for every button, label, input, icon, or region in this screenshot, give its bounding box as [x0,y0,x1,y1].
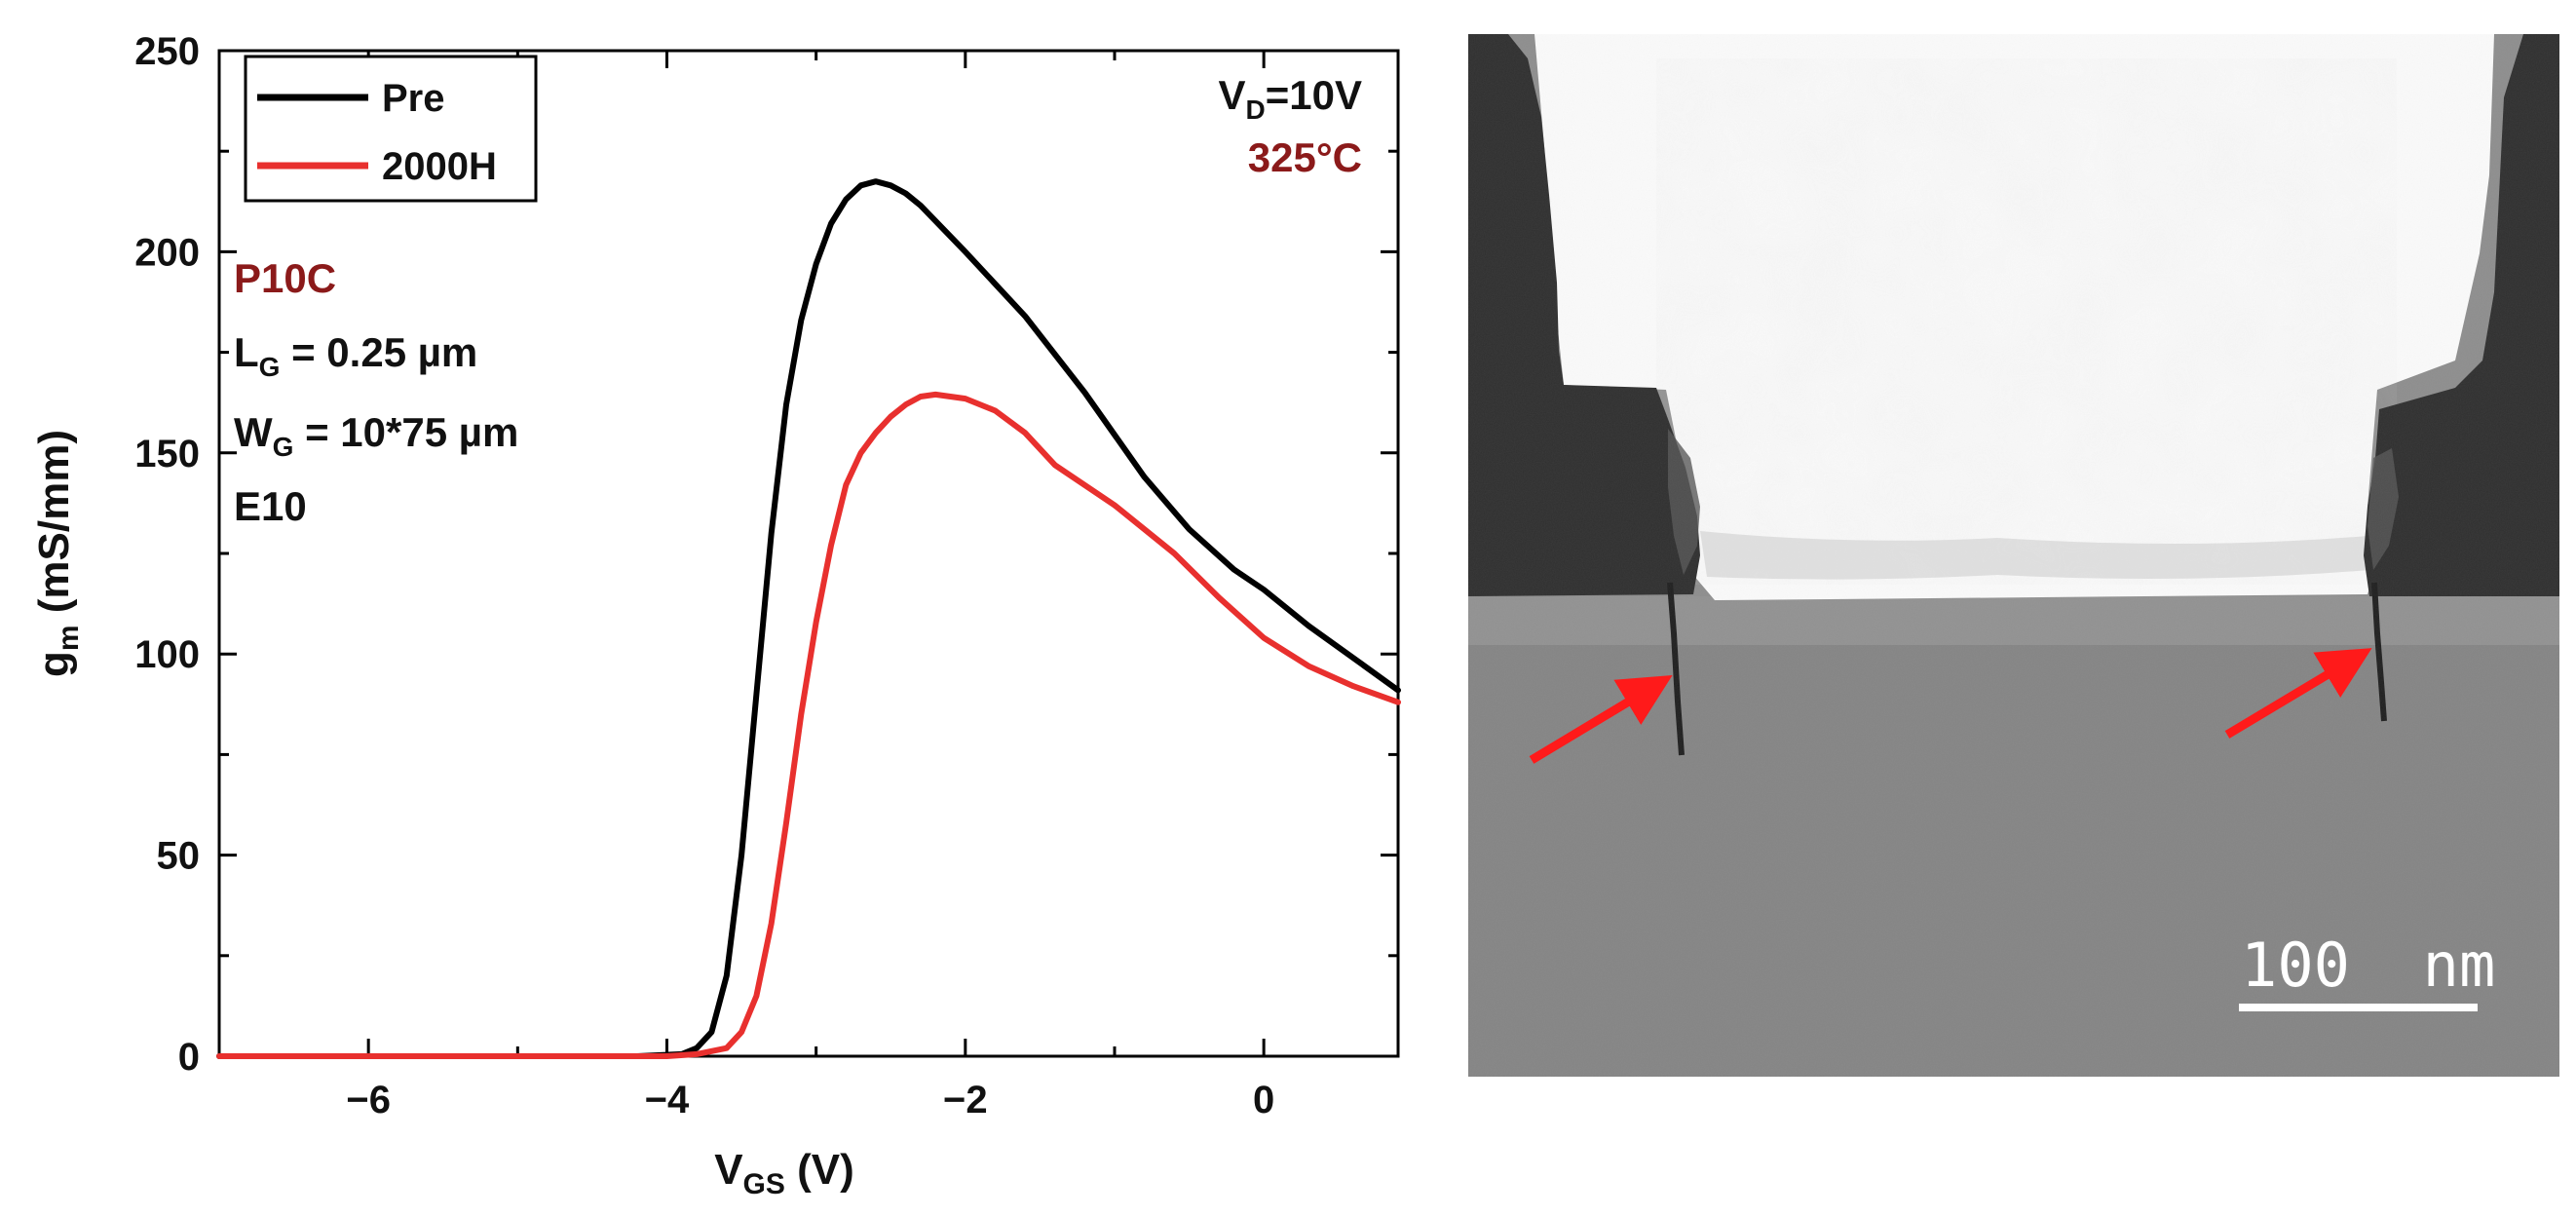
annotation-vd: VD=10V [1218,72,1362,125]
legend-label-pre: Pre [382,77,445,120]
y-axis-title: gm (mS/mm) [30,430,85,677]
annotation-temperature: 325°C [1248,134,1362,180]
y-tick-label: 0 [178,1036,200,1079]
gm-chart: −6 −4 −2 0 0 50 100 150 200 250 VGS (V) gm (mS/mm… [30,30,1401,1200]
annotation-device: P10C [234,255,336,301]
micrograph: 100 nm [1468,34,2559,1077]
series-line-2000h [216,391,1401,1059]
series-layer [216,178,1401,1059]
y-tick-label: 150 [134,433,200,475]
scale-bar-label: 100 nm [2241,930,2495,1001]
x-tick-label: −6 [346,1079,391,1121]
right-arrow [2224,648,2372,739]
grain-overlay [1468,34,2559,1077]
x-axis-title: VGS (V) [714,1146,854,1200]
legend-label-2000h: 2000H [382,145,497,188]
tick-labels: −6 −4 −2 0 0 50 100 150 200 250 [134,30,1274,1121]
y-tick-label: 100 [134,633,200,676]
y-tick-label: 250 [134,30,200,73]
left-arrow [1529,675,1673,764]
legend-box [244,55,538,203]
series-line-pre [216,178,1401,1059]
legend: Pre 2000H [244,55,538,203]
x-tick-label: −2 [943,1079,988,1121]
annotation-gate-width: WG = 10*75 µm [234,409,518,462]
scale-bar [2239,1004,2478,1011]
x-tick-label: 0 [1253,1079,1274,1121]
y-tick-label: 50 [157,835,201,878]
annotation-e10: E10 [234,483,307,529]
annotation-gate-length: LG = 0.25 µm [234,329,477,382]
y-tick-label: 200 [134,231,200,274]
x-tick-label: −4 [645,1079,690,1121]
